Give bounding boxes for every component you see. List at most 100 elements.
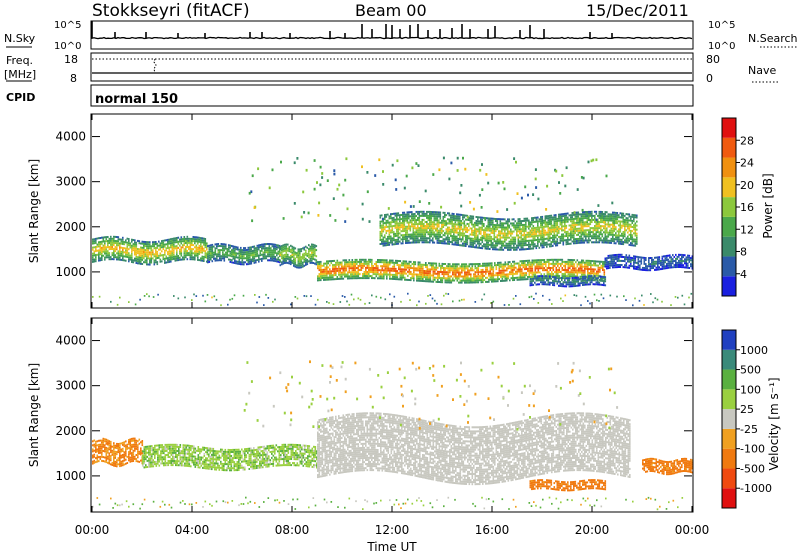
echo-cell	[300, 266, 303, 269]
echo-cell	[586, 217, 589, 220]
echo-cell	[587, 268, 589, 270]
echo-cell	[156, 250, 159, 253]
echo-cell	[423, 235, 425, 238]
echo-cell	[529, 231, 532, 234]
echo-cell	[476, 277, 478, 280]
echo-cell	[468, 281, 471, 284]
echo-cell	[259, 252, 262, 255]
echo-cell	[543, 236, 545, 238]
echo-cell	[496, 228, 499, 231]
echo-cell	[517, 238, 520, 241]
echo-cell	[92, 248, 94, 251]
echo-cell	[143, 240, 145, 243]
echo-cell	[540, 234, 542, 237]
echo-cell	[424, 214, 427, 217]
echo-cell	[471, 227, 473, 230]
echo-cell	[596, 272, 598, 275]
echo-cell	[525, 266, 528, 268]
echo-cell	[561, 213, 563, 216]
echo-cell	[386, 277, 388, 280]
echo-cell	[525, 238, 527, 240]
echo-cell	[534, 273, 537, 276]
echo-cell	[501, 263, 504, 266]
echo-cell	[324, 266, 327, 269]
echo-cell	[406, 221, 409, 224]
echo-cell	[529, 221, 532, 224]
echo-cell	[359, 277, 361, 280]
echo-cell	[408, 221, 410, 224]
echo-cell	[379, 220, 382, 223]
echo-cell	[174, 237, 177, 240]
echo-cell	[264, 243, 266, 246]
echo-cell	[525, 263, 528, 266]
echo-cell	[192, 248, 195, 251]
echo-cell	[588, 241, 590, 244]
echo-cell	[167, 251, 169, 254]
echo-cell	[581, 265, 583, 268]
echo-cell	[330, 270, 333, 273]
echo-cell	[508, 232, 511, 235]
echo-cell	[591, 231, 593, 234]
echo-cell	[138, 242, 141, 245]
echo-cell	[284, 258, 286, 260]
echo-cell	[167, 242, 169, 245]
echo-cell	[405, 213, 407, 216]
echo-cell	[192, 252, 195, 255]
echo-cell	[268, 243, 271, 245]
echo-cell	[377, 273, 379, 276]
echo-cell	[411, 241, 413, 244]
echo-cell	[217, 259, 220, 262]
echo-cell	[222, 245, 224, 248]
echo-cell	[208, 250, 211, 253]
echo-cell	[567, 263, 570, 265]
echo-cell	[547, 215, 550, 218]
echo-cell	[486, 280, 489, 283]
echo-cell	[330, 278, 333, 281]
echo-cell	[468, 279, 471, 282]
echo-cell	[433, 213, 436, 216]
echo-cell	[456, 217, 458, 220]
echo-cell	[258, 244, 260, 247]
echo-cell	[225, 245, 227, 248]
echo-cell	[223, 259, 226, 262]
echo-cell	[449, 281, 451, 284]
echo-cell	[537, 226, 539, 229]
echo-cell	[453, 223, 455, 226]
echo-cell	[559, 237, 562, 240]
cpid-label: CPID	[6, 91, 35, 104]
echo-cell	[406, 237, 409, 240]
echo-cell	[344, 271, 346, 274]
echo-cell	[502, 244, 505, 247]
echo-cell	[384, 267, 387, 270]
echo-cell	[420, 223, 422, 225]
echo-cell	[607, 239, 610, 242]
echo-cell	[447, 269, 450, 272]
echo-cell	[630, 231, 632, 234]
echo-cell	[380, 275, 382, 278]
echo-cell	[264, 247, 266, 250]
echo-cell	[125, 239, 127, 242]
echo-cell	[431, 264, 433, 267]
echo-cell	[497, 278, 499, 281]
echo-cell	[240, 251, 242, 253]
echo-cell	[533, 259, 535, 262]
echo-cell	[173, 253, 175, 256]
echo-cell	[513, 279, 516, 281]
echo-cell	[164, 249, 166, 252]
echo-cell	[385, 215, 388, 218]
echo-cell	[309, 245, 312, 248]
echo-cell	[609, 223, 611, 226]
echo-cell	[580, 213, 583, 216]
echo-cell	[302, 261, 304, 264]
echo-cell	[311, 261, 313, 264]
echo-cell	[476, 281, 478, 284]
echo-cell	[444, 222, 446, 225]
echo-cell	[624, 219, 626, 221]
echo-cell	[457, 213, 460, 216]
echo-cell	[171, 239, 174, 242]
echo-cell	[589, 235, 592, 238]
echo-cell	[433, 241, 436, 244]
echo-cell	[417, 273, 420, 276]
echo-cell	[502, 222, 505, 225]
echo-cell	[356, 260, 358, 263]
